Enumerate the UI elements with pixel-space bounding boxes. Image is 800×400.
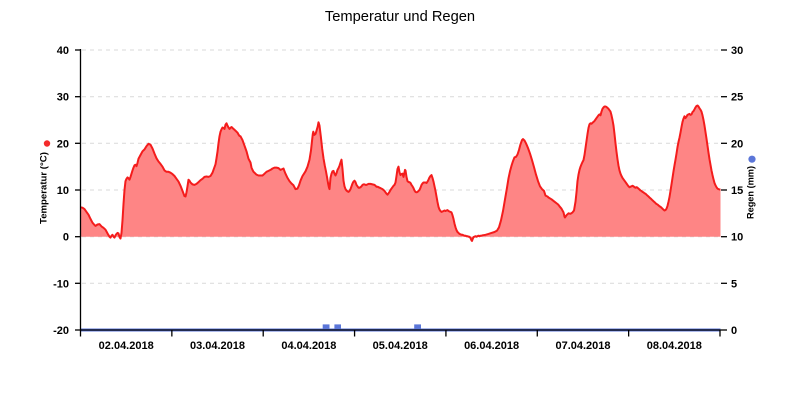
svg-text:-10: -10: [53, 278, 69, 290]
svg-text:20: 20: [731, 138, 743, 150]
svg-text:02.04.2018: 02.04.2018: [99, 340, 154, 352]
svg-text:5: 5: [731, 278, 737, 290]
svg-text:Temperatur und Regen: Temperatur und Regen: [325, 9, 475, 25]
svg-text:30: 30: [57, 92, 69, 104]
svg-text:15: 15: [731, 185, 743, 197]
svg-text:25: 25: [731, 92, 743, 104]
svg-text:20: 20: [57, 138, 69, 150]
svg-text:Temperatur (°C): Temperatur (°C): [39, 152, 50, 224]
svg-text:30: 30: [731, 45, 743, 57]
svg-text:05.04.2018: 05.04.2018: [373, 340, 428, 352]
svg-text:0: 0: [63, 232, 69, 244]
svg-text:10: 10: [731, 232, 743, 244]
svg-text:08.04.2018: 08.04.2018: [647, 340, 702, 352]
svg-text:03.04.2018: 03.04.2018: [190, 340, 245, 352]
svg-text:06.04.2018: 06.04.2018: [464, 340, 519, 352]
svg-text:40: 40: [57, 45, 69, 57]
svg-text:10: 10: [57, 185, 69, 197]
svg-text:0: 0: [731, 325, 737, 337]
svg-text:-20: -20: [53, 325, 69, 337]
svg-text:Regen (mm): Regen (mm): [745, 166, 755, 219]
svg-text:07.04.2018: 07.04.2018: [555, 340, 610, 352]
svg-text:04.04.2018: 04.04.2018: [281, 340, 336, 352]
